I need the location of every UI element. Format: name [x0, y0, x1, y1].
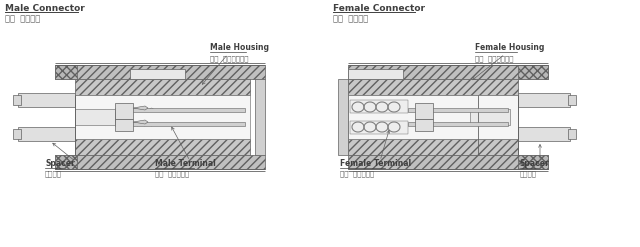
Text: Spacer: Spacer	[45, 159, 75, 167]
Bar	[75, 95, 250, 139]
Bar	[115, 119, 133, 131]
Bar	[348, 139, 518, 155]
Bar	[255, 79, 265, 155]
Bar	[350, 121, 408, 134]
Text: Female Connector: Female Connector	[333, 4, 425, 13]
Text: Male Terminal: Male Terminal	[155, 159, 216, 167]
Text: Male Connector: Male Connector	[5, 4, 84, 13]
Bar	[13, 129, 21, 139]
Bar	[130, 69, 185, 79]
Bar	[568, 129, 576, 139]
Text: Male Housing: Male Housing	[210, 43, 269, 53]
Bar	[518, 155, 548, 169]
Bar	[55, 155, 265, 169]
Bar	[470, 109, 510, 125]
Bar	[55, 65, 265, 79]
Bar	[518, 127, 570, 141]
Text: スペーサ: スペーサ	[520, 170, 537, 177]
Bar	[348, 69, 403, 79]
Text: メス  ターミナル: メス ターミナル	[340, 170, 374, 177]
Bar	[518, 93, 570, 107]
Bar	[408, 122, 508, 126]
Bar	[18, 93, 75, 107]
Text: オス  コネクタ: オス コネクタ	[5, 14, 40, 23]
Bar	[568, 95, 576, 105]
Bar	[55, 155, 77, 169]
Bar	[348, 79, 518, 95]
Bar	[408, 108, 508, 112]
Bar	[518, 65, 548, 79]
Bar	[348, 95, 518, 139]
Bar	[338, 79, 348, 155]
Bar	[115, 122, 245, 126]
Bar	[13, 95, 21, 105]
Bar	[75, 139, 250, 155]
Polygon shape	[133, 120, 148, 124]
Text: オス  ターミナル: オス ターミナル	[155, 170, 189, 177]
Bar	[55, 65, 77, 79]
Polygon shape	[133, 106, 148, 110]
Bar	[415, 119, 433, 131]
Text: メス  ハウジング゙: メス ハウジング゙	[475, 55, 513, 62]
Bar	[115, 103, 133, 119]
Bar	[18, 127, 75, 141]
Bar	[75, 79, 250, 95]
Text: オス  ハウジング゙: オス ハウジング゙	[210, 55, 248, 62]
Bar	[348, 155, 548, 169]
Text: スペーサ: スペーサ	[45, 170, 62, 177]
Text: Female Terminal: Female Terminal	[340, 159, 411, 167]
Text: Female Housing: Female Housing	[475, 43, 545, 53]
Bar	[115, 108, 245, 112]
Text: メス  コネクタ: メス コネクタ	[333, 14, 368, 23]
Bar	[348, 65, 548, 79]
Bar	[415, 103, 433, 119]
Bar	[350, 100, 408, 113]
Bar	[75, 109, 115, 125]
Text: Spacer: Spacer	[520, 159, 550, 167]
